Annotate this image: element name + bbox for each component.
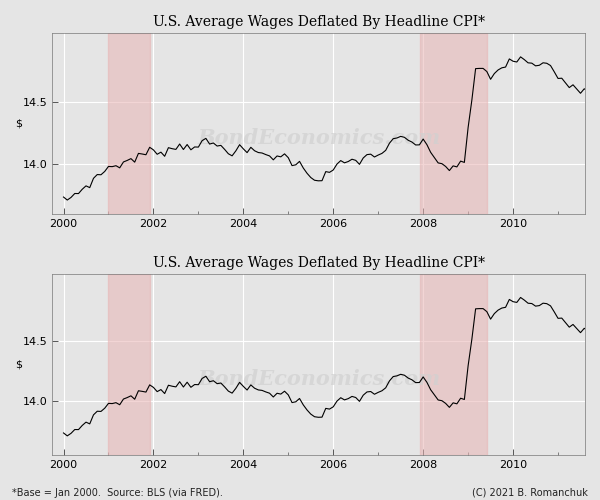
Text: *Base = Jan 2000.  Source: BLS (via FRED).: *Base = Jan 2000. Source: BLS (via FRED)… [12,488,223,498]
Bar [419,33,487,214]
Text: (C) 2021 B. Romanchuk: (C) 2021 B. Romanchuk [472,488,588,498]
Bar [419,274,487,455]
Y-axis label: $: $ [15,360,22,370]
Text: BondEconomics.com: BondEconomics.com [197,128,440,148]
Y-axis label: $: $ [15,118,22,128]
Title: U.S. Average Wages Deflated By Headline CPI*: U.S. Average Wages Deflated By Headline … [152,256,485,270]
Text: BondEconomics.com: BondEconomics.com [197,369,440,389]
Bar [109,33,150,214]
Bar [109,274,150,455]
Title: U.S. Average Wages Deflated By Headline CPI*: U.S. Average Wages Deflated By Headline … [152,15,485,29]
